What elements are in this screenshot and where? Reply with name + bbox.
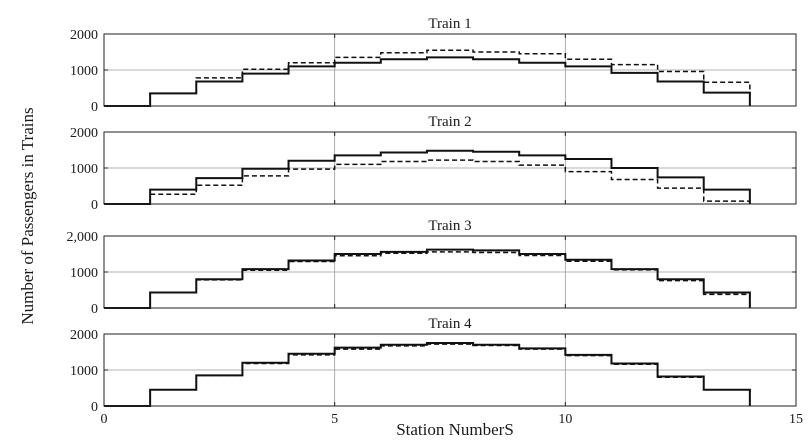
y-axis-label: Number of Passengers in Trains (18, 107, 37, 324)
y-tick-label: 0 (91, 400, 98, 415)
series-line-solid (104, 56, 751, 107)
y-tick-label: 2,000 (67, 230, 99, 245)
plot-frame (103, 33, 797, 107)
series-line-solid (104, 342, 751, 407)
y-tick-label: 1000 (70, 64, 98, 79)
y-tick-label: 2000 (70, 28, 98, 43)
y-tick-label: 0 (91, 100, 98, 115)
y-tick-label: 1000 (70, 364, 98, 379)
subplot-train-1: Train 1 0 1000 2000 (70, 16, 797, 115)
y-tick-label: 2000 (70, 328, 98, 343)
plot-frame (103, 131, 797, 205)
x-axis-label: Station NumberS (396, 420, 514, 439)
series-line-dashed (104, 159, 751, 205)
x-tick-label: 0 (101, 412, 108, 427)
plot-frame (103, 333, 797, 407)
subplot-title: Train 2 (428, 114, 471, 130)
y-tick-label: 1000 (70, 162, 98, 177)
subplot-title: Train 4 (428, 316, 472, 332)
subplot-train-4: Train 4 0 1000 2000 0 5 10 15 (70, 316, 803, 427)
subplot-train-3: Train 3 0 1000 2,000 (67, 218, 797, 317)
plot-frame (103, 235, 797, 309)
series-line-dashed (104, 343, 751, 407)
y-tick-label: 1000 (70, 266, 98, 281)
y-tick-label: 0 (91, 302, 98, 317)
y-tick-label: 2000 (70, 126, 98, 141)
series-line-dashed (104, 251, 751, 309)
subplot-train-2: Train 2 0 1000 2000 (70, 114, 797, 213)
subplot-title: Train 3 (428, 218, 471, 234)
series-line-solid (104, 149, 751, 205)
subplot-title: Train 1 (428, 16, 471, 32)
y-tick-label: 0 (91, 198, 98, 213)
x-tick-label: 5 (331, 412, 338, 427)
series-line-solid (104, 248, 751, 309)
x-tick-label: 15 (789, 412, 803, 427)
x-tick-label: 10 (558, 412, 572, 427)
series-line-dashed (104, 49, 751, 107)
